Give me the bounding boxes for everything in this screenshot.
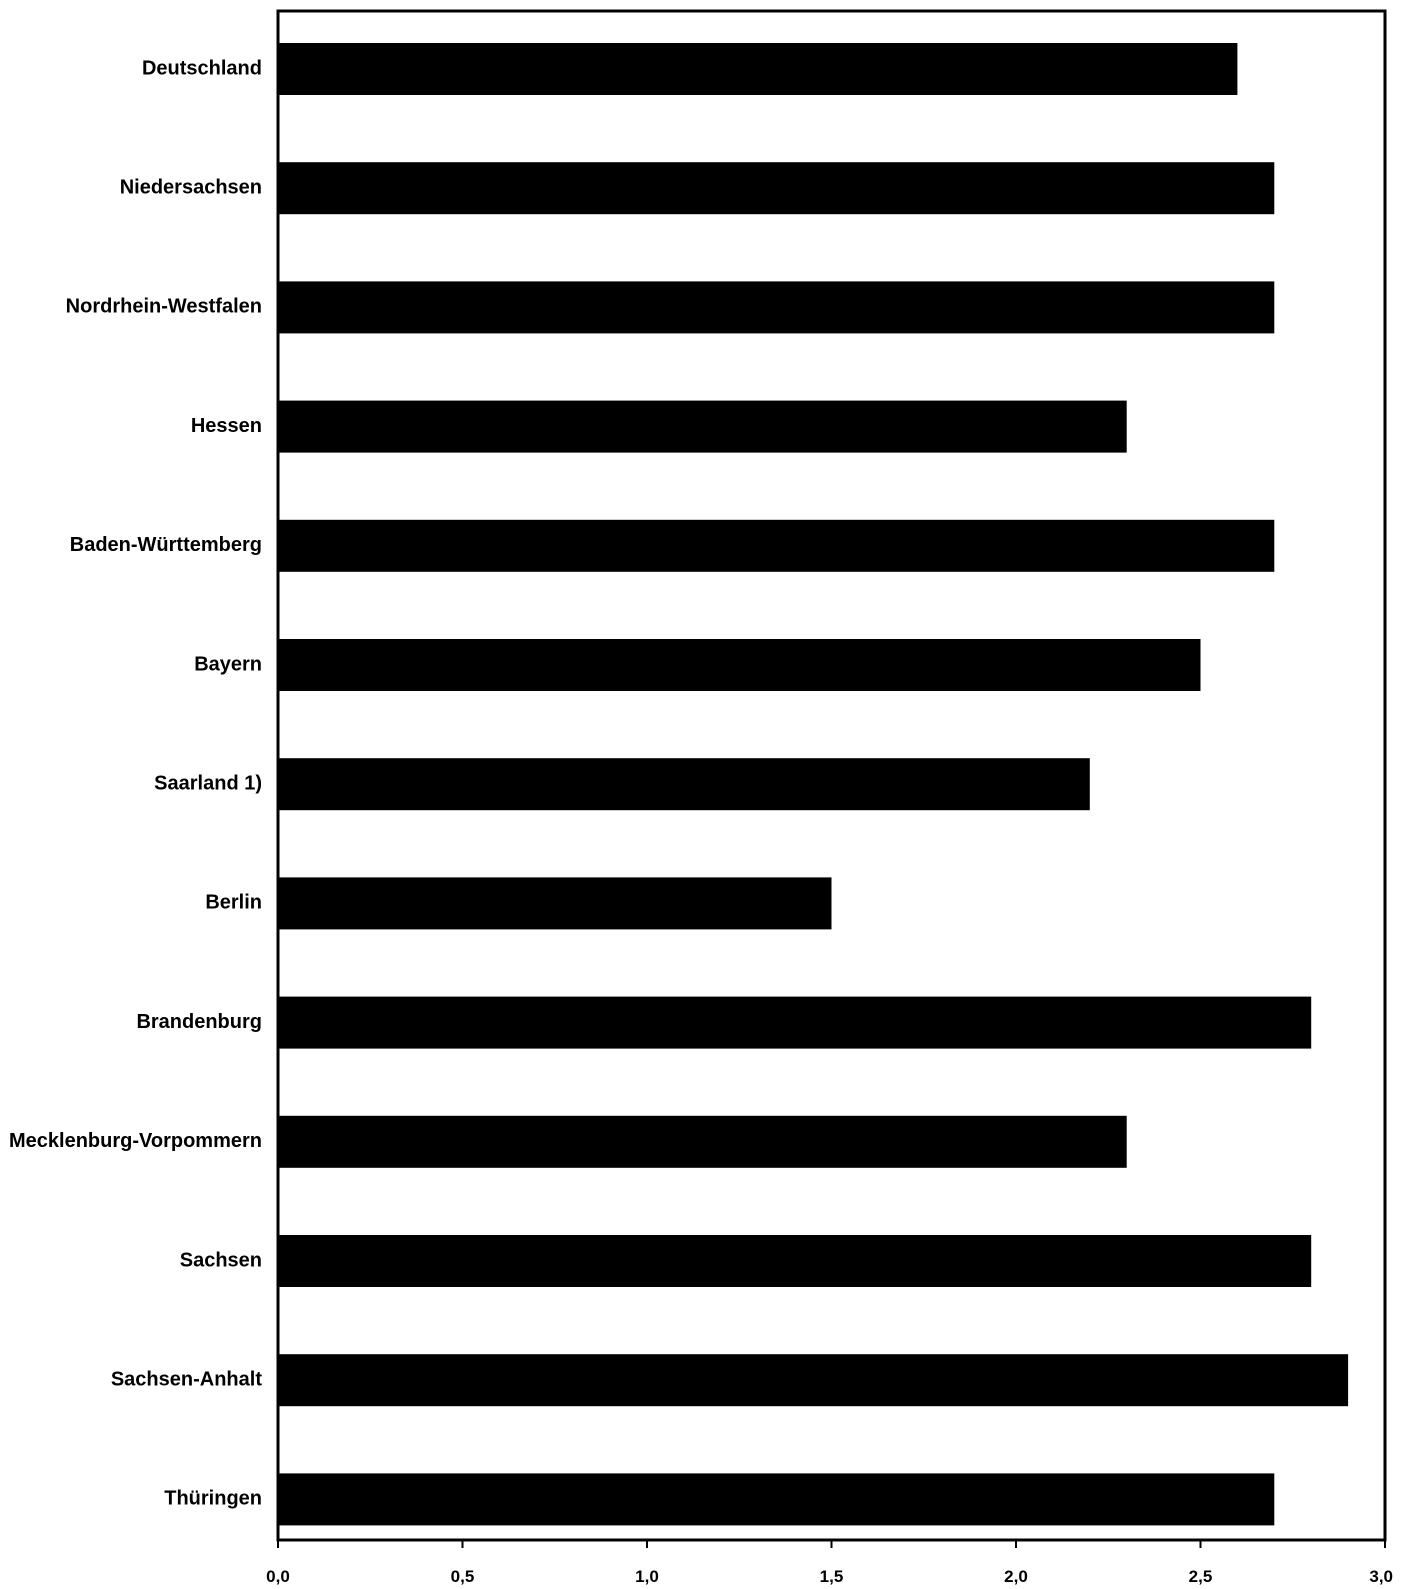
- category-label: Thüringen: [164, 1488, 262, 1510]
- category-label: Sachsen: [180, 1249, 262, 1271]
- category-label: Bayern: [194, 653, 262, 675]
- bar: [278, 996, 1312, 1049]
- category-label: Mecklenburg-Vorpommern: [9, 1130, 262, 1152]
- plot-frame: [276, 9, 1387, 1542]
- category-label: Berlin: [205, 892, 262, 914]
- category-labels: Deutschland Niedersachsen Nordrhein-Westfa…: [9, 57, 262, 1509]
- x-tick-label: 0,5: [451, 1567, 475, 1586]
- category-label: Hessen: [191, 415, 262, 437]
- bar: [278, 1473, 1275, 1526]
- bar: [278, 1115, 1127, 1168]
- bar: [278, 1354, 1349, 1407]
- x-tick-label: 1,0: [635, 1567, 659, 1586]
- bar: [278, 639, 1201, 691]
- bar: [278, 1235, 1312, 1287]
- category-label: Nordrhein-Westfalen: [66, 296, 262, 318]
- x-tick-label: 2,0: [1004, 1567, 1028, 1586]
- bar: [278, 877, 832, 930]
- category-label: Saarland 1): [154, 772, 262, 794]
- x-tick-label: 3,0: [1369, 1567, 1393, 1586]
- bar: [278, 281, 1275, 334]
- category-label: Niedersachsen: [120, 176, 262, 198]
- x-tick-label: 0,0: [266, 1567, 290, 1586]
- bar: [278, 758, 1090, 811]
- category-label: Deutschland: [142, 57, 262, 79]
- category-label: Baden-Württemberg: [70, 534, 262, 556]
- bar: [278, 400, 1127, 453]
- category-label: Sachsen-Anhalt: [111, 1368, 262, 1390]
- x-tick-label: 2,5: [1189, 1567, 1213, 1586]
- bar: [278, 519, 1275, 572]
- bars-layer: [278, 43, 1349, 1526]
- bar: [278, 162, 1275, 215]
- bar: [278, 43, 1238, 95]
- x-tick-label: 1,5: [820, 1567, 844, 1586]
- category-label: Brandenburg: [136, 1011, 262, 1033]
